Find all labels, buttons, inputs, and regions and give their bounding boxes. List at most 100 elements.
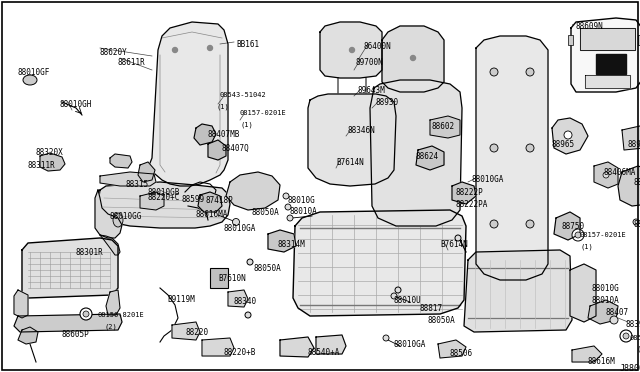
Circle shape xyxy=(285,204,291,210)
Text: 88220+C: 88220+C xyxy=(148,193,180,202)
Circle shape xyxy=(383,335,389,341)
Polygon shape xyxy=(320,22,382,78)
Ellipse shape xyxy=(113,213,123,227)
Circle shape xyxy=(83,311,89,317)
Text: 88750: 88750 xyxy=(562,222,585,231)
Polygon shape xyxy=(202,338,234,356)
Text: 88965: 88965 xyxy=(552,140,575,149)
Text: 88407MB: 88407MB xyxy=(208,130,241,139)
Polygon shape xyxy=(464,250,572,332)
Circle shape xyxy=(410,55,415,61)
Circle shape xyxy=(572,229,584,241)
Polygon shape xyxy=(622,126,640,150)
Text: 88010G: 88010G xyxy=(592,284,620,293)
Text: 08156-8201E: 08156-8201E xyxy=(98,312,145,318)
Polygon shape xyxy=(18,327,38,344)
Text: 88010GA: 88010GA xyxy=(472,175,504,184)
Text: 88010GA: 88010GA xyxy=(394,340,426,349)
Circle shape xyxy=(80,308,92,320)
Text: 88010GG: 88010GG xyxy=(110,212,142,221)
Polygon shape xyxy=(148,22,228,186)
Text: 88611R: 88611R xyxy=(118,58,146,67)
Circle shape xyxy=(173,48,177,52)
Circle shape xyxy=(490,68,498,76)
Polygon shape xyxy=(228,290,248,307)
Text: 88340: 88340 xyxy=(234,297,257,306)
Text: BB161: BB161 xyxy=(236,40,259,49)
Circle shape xyxy=(603,172,609,178)
Text: 88616MA: 88616MA xyxy=(196,210,228,219)
Polygon shape xyxy=(476,36,548,280)
Text: 87418P: 87418P xyxy=(206,196,234,205)
Text: 88942: 88942 xyxy=(628,140,640,149)
Text: 88315: 88315 xyxy=(126,180,149,189)
Text: 88406MA: 88406MA xyxy=(604,168,636,177)
Text: 88346N: 88346N xyxy=(348,126,376,135)
Polygon shape xyxy=(452,182,476,204)
Polygon shape xyxy=(140,192,164,210)
Text: 88010GF: 88010GF xyxy=(18,68,51,77)
Circle shape xyxy=(564,131,572,139)
Text: 88010A: 88010A xyxy=(290,207,317,216)
Text: 88222PA: 88222PA xyxy=(456,200,488,209)
Text: 88407: 88407 xyxy=(606,308,629,317)
Text: 88050A: 88050A xyxy=(252,208,280,217)
Circle shape xyxy=(245,312,251,318)
Circle shape xyxy=(391,293,397,299)
Polygon shape xyxy=(580,28,635,50)
Text: J880020V: J880020V xyxy=(620,364,640,372)
Polygon shape xyxy=(570,264,596,322)
Text: 88407Q: 88407Q xyxy=(222,144,250,153)
Text: 88320X: 88320X xyxy=(36,148,64,157)
Polygon shape xyxy=(430,116,460,138)
Text: 88609N: 88609N xyxy=(576,22,604,31)
Circle shape xyxy=(575,232,581,238)
Polygon shape xyxy=(438,340,466,358)
Polygon shape xyxy=(106,290,120,315)
Text: 88010U: 88010U xyxy=(394,296,422,305)
Polygon shape xyxy=(416,146,444,170)
Polygon shape xyxy=(100,172,156,186)
Polygon shape xyxy=(194,124,216,145)
Text: 89643M: 89643M xyxy=(358,86,386,95)
Polygon shape xyxy=(95,190,122,238)
Text: 89700N: 89700N xyxy=(356,58,384,67)
Text: 88050A: 88050A xyxy=(428,316,456,325)
Bar xyxy=(210,268,228,288)
Text: 08543-51042: 08543-51042 xyxy=(630,335,640,341)
Text: 88616M: 88616M xyxy=(588,357,616,366)
Circle shape xyxy=(490,144,498,152)
Text: 88506: 88506 xyxy=(450,349,473,358)
Text: 08157-0201E: 08157-0201E xyxy=(240,110,287,116)
Polygon shape xyxy=(226,172,280,210)
Circle shape xyxy=(283,193,289,199)
Polygon shape xyxy=(308,94,396,186)
Polygon shape xyxy=(552,118,588,154)
Ellipse shape xyxy=(23,75,37,85)
Text: 88599: 88599 xyxy=(182,195,205,204)
Circle shape xyxy=(207,45,212,51)
Circle shape xyxy=(490,220,498,228)
Text: 88010GA: 88010GA xyxy=(224,224,257,233)
Text: 88010G: 88010G xyxy=(288,196,316,205)
Polygon shape xyxy=(370,80,462,226)
Text: 88311R: 88311R xyxy=(28,161,56,170)
Polygon shape xyxy=(110,154,132,168)
Polygon shape xyxy=(572,346,602,362)
Text: 88540+A: 88540+A xyxy=(308,348,340,357)
Text: 88222P: 88222P xyxy=(456,188,484,197)
Circle shape xyxy=(623,333,629,339)
Text: 88817: 88817 xyxy=(420,304,443,313)
Text: 88930: 88930 xyxy=(376,98,399,107)
Circle shape xyxy=(287,215,293,221)
Bar xyxy=(638,35,640,45)
Text: (1): (1) xyxy=(216,103,228,109)
Circle shape xyxy=(620,330,632,342)
Text: 88010GB: 88010GB xyxy=(148,188,180,197)
Text: 88403M: 88403M xyxy=(634,178,640,187)
Circle shape xyxy=(455,235,461,241)
Polygon shape xyxy=(98,182,230,228)
Polygon shape xyxy=(594,162,618,188)
Text: 88620Y: 88620Y xyxy=(100,48,128,57)
Polygon shape xyxy=(588,300,618,324)
